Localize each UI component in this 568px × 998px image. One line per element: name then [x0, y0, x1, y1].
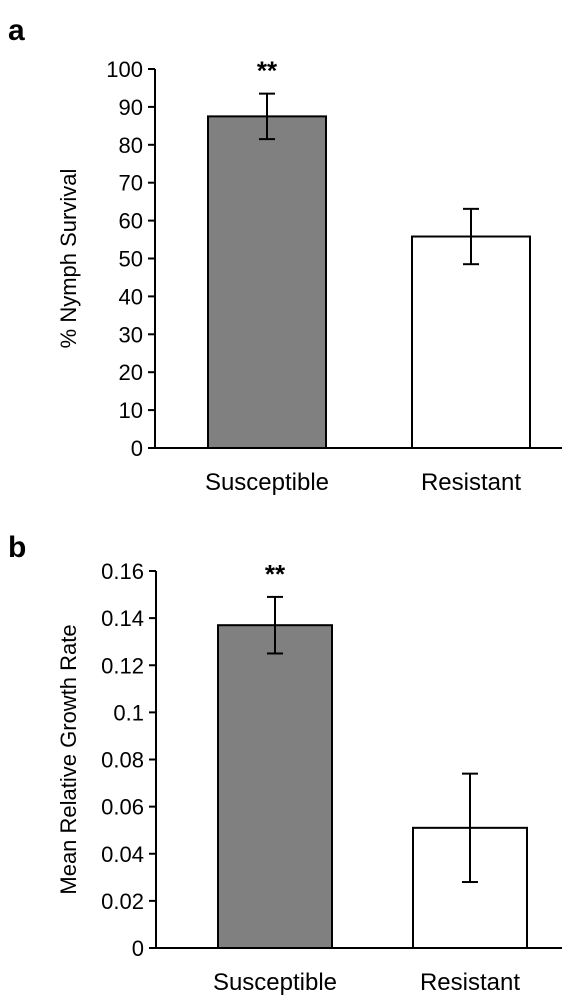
y-tick-label: 0.14 [101, 606, 144, 631]
y-tick-label: 0.06 [101, 795, 144, 820]
y-axis-title: Mean Relative Growth Rate [56, 624, 81, 894]
bar-susceptible [217, 624, 333, 949]
error-bar-resistant [463, 207, 479, 266]
y-tick-label: 0.1 [113, 700, 144, 725]
error-bar-resistant [462, 772, 478, 884]
y-tick-label: 70 [119, 171, 143, 196]
y-tick-label: 0 [131, 436, 143, 461]
y-tick-label: 40 [119, 284, 143, 309]
y-tick-label: 80 [119, 133, 143, 158]
y-tick-label: 20 [119, 360, 143, 385]
y-tick-label: 0 [132, 936, 144, 961]
panel-label: b [8, 531, 26, 564]
panel-label: a [8, 14, 25, 47]
y-tick-label: 0.08 [101, 748, 144, 773]
y-tick-label: 10 [119, 398, 143, 423]
bar-resistant [411, 235, 531, 449]
x-category-label: Resistant [420, 969, 520, 996]
error-bar-susceptible [267, 595, 283, 655]
y-tick-label: 0.16 [101, 559, 144, 584]
x-category-label: Susceptible [213, 969, 337, 996]
y-axis-title: % Nymph Survival [56, 169, 81, 349]
significance-label: ** [257, 56, 278, 86]
y-tick-label: 0.12 [101, 653, 144, 678]
y-tick-label: 0.04 [101, 842, 144, 867]
significance-label: ** [265, 559, 286, 589]
y-tick-label: 90 [119, 95, 143, 120]
y-tick-label: 100 [106, 57, 143, 82]
y-tick-label: 30 [119, 322, 143, 347]
bar-susceptible [207, 115, 327, 449]
y-tick-label: 0.02 [101, 889, 144, 914]
y-tick-label: 50 [119, 247, 143, 272]
y-tick-label: 60 [119, 209, 143, 234]
x-category-label: Resistant [421, 469, 521, 496]
x-category-label: Susceptible [205, 469, 329, 496]
panel-b: b ** 0 0.02 0.04 0.06 0.08 0.1 0.12 0.14 0.16 Susce… [8, 531, 562, 996]
panel-a: a ** 0 10 20 30 40 50 60 70 80 90 100 Susceptible Resi… [8, 14, 562, 496]
error-bar-susceptible [259, 92, 275, 141]
